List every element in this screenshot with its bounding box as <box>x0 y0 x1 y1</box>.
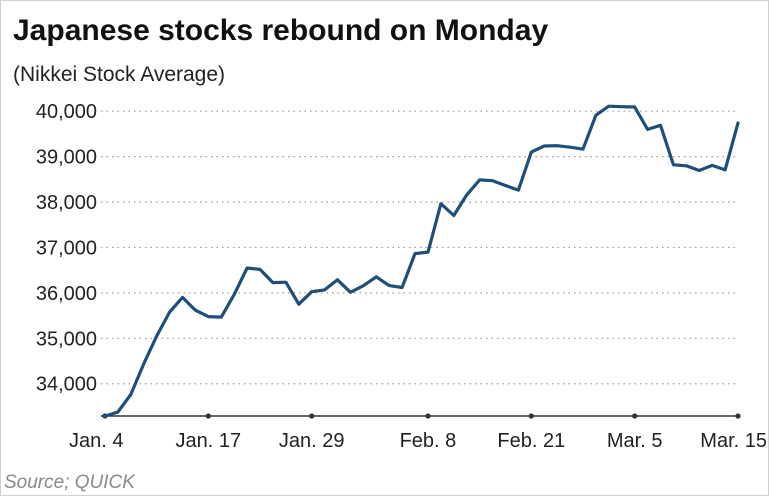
data-point <box>375 276 377 278</box>
data-point <box>401 286 403 289</box>
data-point <box>685 165 687 167</box>
x-tick-label: Jan. 29 <box>279 430 345 452</box>
data-point <box>621 106 623 108</box>
data-point <box>530 151 532 153</box>
data-point <box>698 169 700 172</box>
data-point <box>117 411 119 413</box>
data-point <box>194 309 197 311</box>
x-tick-label: Jan. 4 <box>69 430 123 452</box>
source-note: Source; QUICK <box>4 472 135 493</box>
data-point <box>569 146 571 148</box>
data-point <box>207 316 209 318</box>
x-tick-mark <box>528 413 534 419</box>
data-point <box>543 145 545 147</box>
data-point <box>582 148 584 150</box>
data-point <box>453 214 455 217</box>
data-point <box>181 296 184 298</box>
data-point <box>504 184 507 187</box>
data-point <box>143 363 145 365</box>
x-tick-labels: Jan. 4 Jan. 17 Jan. 29 Feb. 8 Feb. 21 Mar. 5 M… <box>69 430 767 452</box>
series-line <box>103 104 740 418</box>
y-tick-label: 38,000 <box>36 192 97 214</box>
chart-subtitle: (Nikkei Stock Average) <box>13 63 226 86</box>
data-point <box>724 169 726 171</box>
data-point <box>349 291 352 293</box>
data-point <box>556 145 558 147</box>
data-point <box>659 124 662 126</box>
data-point <box>246 267 248 269</box>
data-point <box>298 303 300 305</box>
data-point <box>259 268 261 270</box>
x-tick-label: Feb. 8 <box>400 430 457 452</box>
data-point <box>233 293 235 296</box>
y-tick-label: 36,000 <box>36 283 97 305</box>
y-tick-label: 34,000 <box>36 374 97 396</box>
x-tick-label: Mar. 15 <box>700 430 767 452</box>
x-tick-mark <box>205 413 211 419</box>
data-point <box>156 335 158 337</box>
data-series <box>103 104 740 418</box>
x-tick-mark <box>309 413 315 419</box>
data-point <box>104 415 106 417</box>
x-tick-label: Mar. 5 <box>607 430 663 452</box>
data-point <box>220 316 222 318</box>
data-point <box>324 289 326 291</box>
data-point <box>466 194 468 196</box>
y-tick-label: 37,000 <box>36 237 97 259</box>
x-tick-mark <box>735 413 741 419</box>
y-tick-label: 40,000 <box>36 101 97 123</box>
x-tick-mark <box>425 413 431 419</box>
data-point <box>634 106 636 108</box>
x-tick-label: Jan. 17 <box>176 430 242 452</box>
data-point <box>517 189 519 191</box>
y-tick-labels: 34,000 35,000 36,000 37,000 38,000 39,000 40,0… <box>36 101 97 396</box>
data-point <box>311 291 313 293</box>
data-point <box>168 311 171 313</box>
data-point <box>479 179 481 181</box>
data-point <box>646 128 649 130</box>
data-point <box>130 393 132 396</box>
chart-title: Japanese stocks rebound on Monday <box>13 14 549 47</box>
gridlines <box>101 110 739 385</box>
data-point <box>336 279 339 281</box>
x-tick-mark <box>632 413 638 419</box>
data-point <box>272 281 274 284</box>
data-point <box>414 253 416 255</box>
data-point <box>285 281 287 283</box>
data-point <box>608 105 610 107</box>
y-tick-label: 39,000 <box>36 147 97 169</box>
y-tick-label: 35,000 <box>36 328 97 350</box>
x-axis <box>101 413 741 419</box>
data-point <box>362 285 364 287</box>
x-tick-label: Feb. 21 <box>497 430 565 452</box>
data-point <box>711 164 713 166</box>
data-point <box>427 251 429 253</box>
data-point <box>595 114 597 116</box>
data-point <box>737 122 739 124</box>
data-point <box>672 164 675 166</box>
data-point <box>440 203 442 205</box>
data-point <box>388 285 390 287</box>
data-point <box>491 180 494 182</box>
